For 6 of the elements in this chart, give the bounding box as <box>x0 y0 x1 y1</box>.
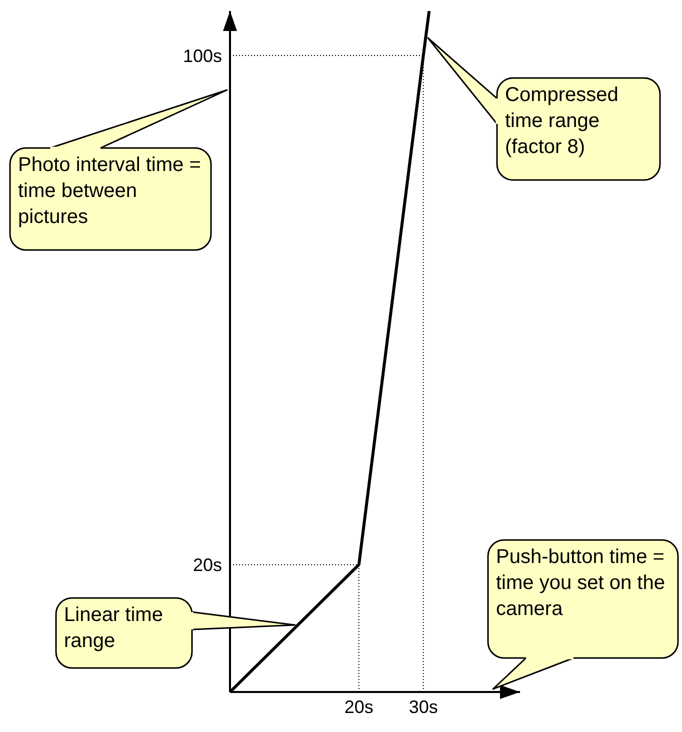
y-tick-label: 100s <box>182 46 222 66</box>
annotation: Push-button time = time you set on the camera <box>496 545 666 622</box>
text: Photo interval time = time between pictures <box>18 153 202 230</box>
text: Linear time range <box>64 603 164 654</box>
annotation: Compressed time range (factor 8) <box>505 83 620 160</box>
x-tick-label: 30s <box>408 696 438 717</box>
